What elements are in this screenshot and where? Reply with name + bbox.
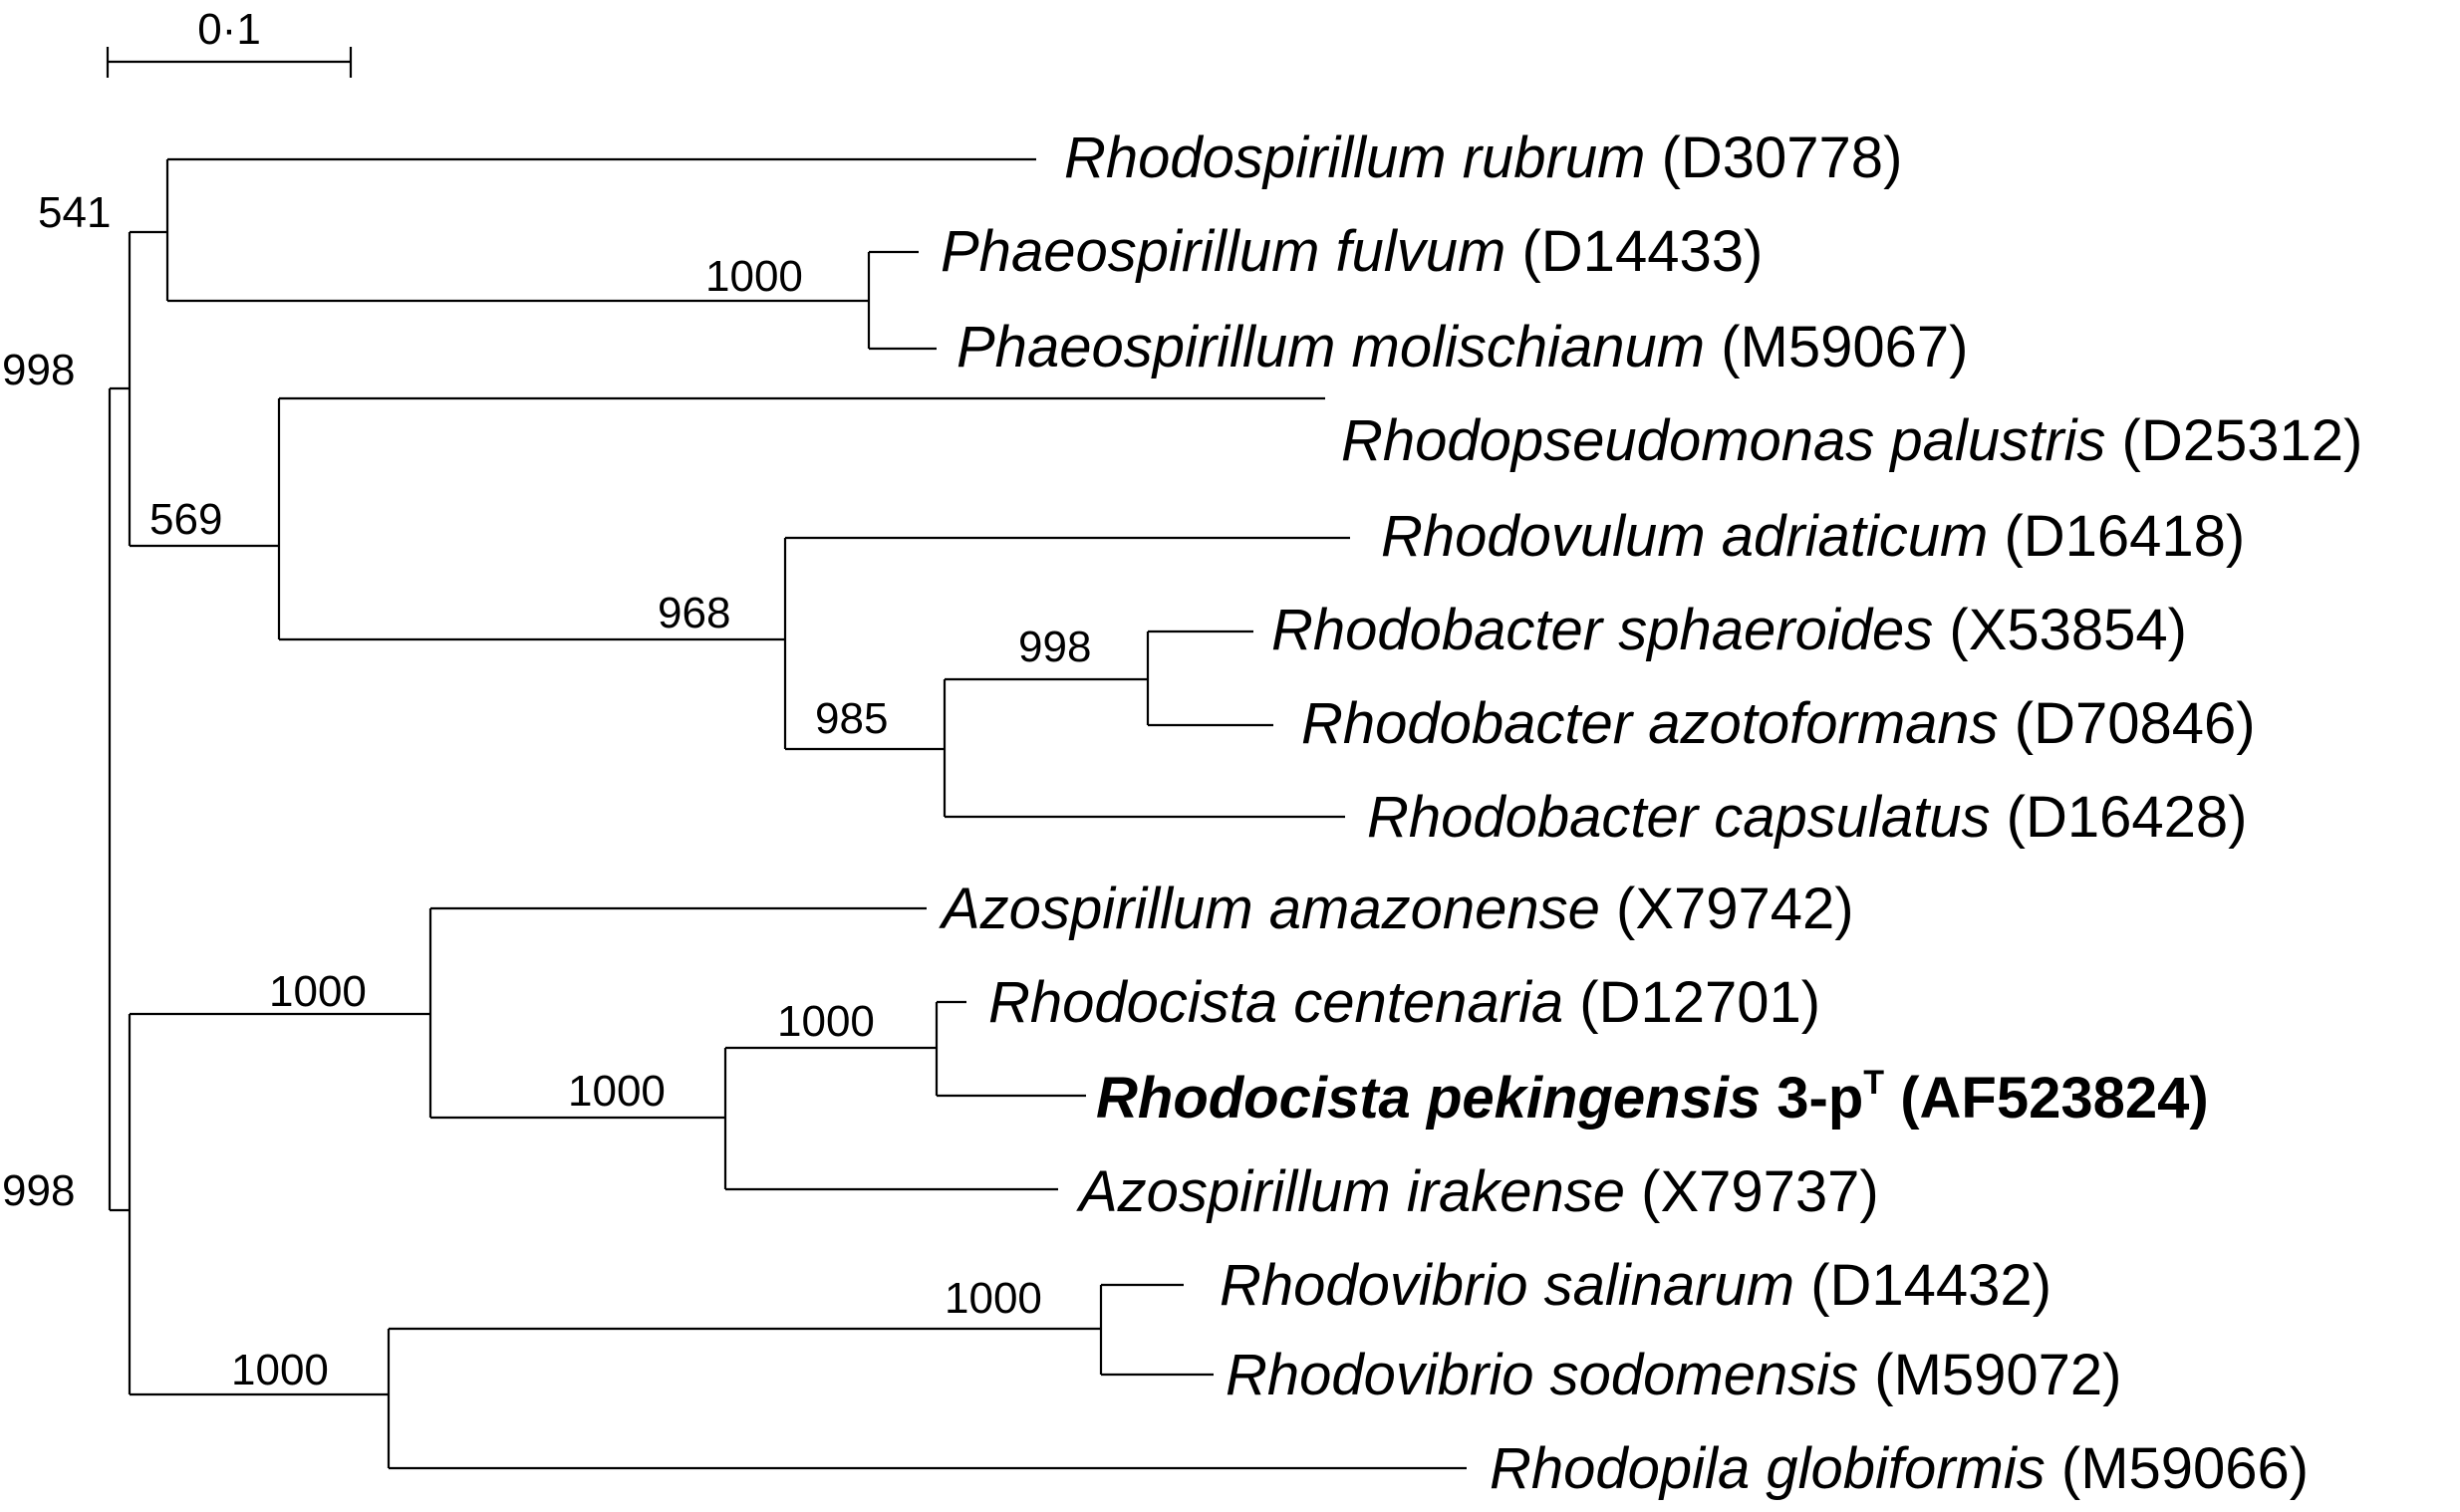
taxon-label-rglo: Rhodopila globiformis (M59066) [1490, 1436, 2309, 1501]
type-strain-superscript: T [1863, 1064, 1884, 1102]
taxon-name: Azospirillum [1076, 1159, 1391, 1224]
bootstrap-rhodospirillum: 541 [38, 188, 111, 237]
taxon-accession: (D14433) [1521, 219, 1763, 284]
taxon-name: Rhodopila [1490, 1436, 1750, 1501]
taxon-accession: (D70846) [2015, 691, 2256, 756]
taxon-species: azotoformans [1648, 691, 1998, 756]
taxon-species: palustris [1888, 408, 2105, 473]
bootstrap-rhodobacter: 985 [815, 694, 888, 743]
bootstrap-top: 998 [2, 346, 75, 394]
taxon-accession: (D14432) [1810, 1253, 2051, 1318]
taxon-label-aama: Azospirillum amazonense (X79742) [939, 877, 1854, 941]
bootstrap-rhodocista: 1000 [777, 997, 875, 1046]
bootstrap-rhodobacterales: 569 [149, 495, 222, 544]
scale-bar-label: 0·1 [197, 5, 261, 54]
bootstrap-values: 998 541 1000 569 968 985 998 998 1000 10… [2, 188, 1091, 1394]
scale-bar: 0·1 [106, 5, 353, 78]
taxon-species: molischianum [1352, 315, 1706, 379]
taxon-species: globiformis [1766, 1436, 2045, 1501]
taxon-label-rsod: Rhodovibrio sodomensis (M59072) [1226, 1343, 2121, 1407]
taxon-accession: (AF523824) [1900, 1066, 2208, 1131]
bootstrap-rhodovibrio-rhodopila: 1000 [231, 1346, 329, 1394]
taxon-species: sodomensis [1550, 1343, 1858, 1407]
bootstrap-azo-rhodocista: 1000 [269, 967, 367, 1016]
bootstrap-phaeospirillum: 1000 [705, 252, 803, 301]
taxon-name: Rhodobacter [1367, 785, 1701, 850]
taxon-labels: Rhodospirillum rubrum (D30778) Phaeospiri… [939, 126, 2362, 1501]
taxon-accession: (M59066) [2061, 1436, 2309, 1501]
bootstrap-sph-azo: 998 [1018, 623, 1091, 671]
taxon-label-razo: Rhodobacter azotoformans (D70846) [1301, 691, 2256, 756]
taxon-strain: 3-p [1777, 1066, 1863, 1131]
taxon-name: Rhodocista [1096, 1066, 1411, 1131]
taxon-accession: (D25312) [2122, 408, 2363, 473]
taxon-species: salinarum [1544, 1253, 1794, 1318]
taxon-accession: (X53854) [1949, 598, 2187, 662]
taxon-label-rcen: Rhodocista centenaria (D12701) [988, 970, 1820, 1035]
taxon-species: adriaticum [1722, 504, 1989, 569]
taxon-label-airk: Azospirillum irakense (X79737) [1076, 1159, 1879, 1224]
taxon-name: Rhodobacter [1271, 598, 1605, 662]
taxon-accession: (D16428) [2007, 785, 2248, 850]
taxon-species: fulvum [1336, 219, 1506, 284]
taxon-label-rcap: Rhodobacter capsulatus (D16428) [1367, 785, 2247, 850]
taxon-name: Azospirillum [939, 877, 1253, 941]
bootstrap-rhodovibrio: 1000 [945, 1274, 1042, 1323]
taxon-species: amazonense [1269, 877, 1600, 941]
taxon-name: Rhodovulum [1381, 504, 1706, 569]
taxon-species: sphaeroides [1618, 598, 1933, 662]
taxon-name: Rhodocista [988, 970, 1277, 1035]
taxon-species: centenaria [1293, 970, 1563, 1035]
taxon-label-rpal: Rhodopseudomonas palustris (D25312) [1341, 408, 2362, 473]
taxon-accession: (D12701) [1579, 970, 1820, 1035]
taxon-name: Rhodopseudomonas [1341, 408, 1874, 473]
taxon-label-pmol: Phaeospirillum molischianum (M59067) [957, 315, 1968, 379]
bootstrap-rhodobacteraceae: 968 [658, 589, 730, 637]
taxon-label-rrub: Rhodospirillum rubrum (D30778) [1064, 126, 1902, 190]
taxon-name: Rhodobacter [1301, 691, 1635, 756]
taxon-accession: (M59072) [1874, 1343, 2121, 1407]
taxon-label-rsal: Rhodovibrio salinarum (D14432) [1220, 1253, 2051, 1318]
taxon-name: Phaeospirillum [941, 219, 1319, 284]
bootstrap-bottom: 998 [2, 1166, 75, 1215]
taxon-species: pekingensis [1425, 1066, 1761, 1131]
bootstrap-rhodocista-irak: 1000 [568, 1067, 666, 1116]
taxon-name: Rhodovibrio [1220, 1253, 1528, 1318]
tree-branches [108, 157, 1467, 1470]
taxon-name: Phaeospirillum [957, 315, 1335, 379]
taxon-name: Rhodospirillum [1064, 126, 1447, 190]
taxon-accession: (M59067) [1721, 315, 1968, 379]
taxon-label-rpek: Rhodocista pekingensis 3-pT (AF523824) [1096, 1064, 2209, 1131]
taxon-accession: (D16418) [2004, 504, 2245, 569]
taxon-label-pful: Phaeospirillum fulvum (D14433) [941, 219, 1763, 284]
taxon-species: irakense [1407, 1159, 1625, 1224]
taxon-accession: (X79737) [1641, 1159, 1879, 1224]
taxon-species: rubrum [1463, 126, 1646, 190]
taxon-accession: (D30778) [1662, 126, 1903, 190]
taxon-accession: (X79742) [1616, 877, 1854, 941]
taxon-species: capsulatus [1714, 785, 1990, 850]
taxon-name: Rhodovibrio [1226, 1343, 1534, 1407]
taxon-label-rsph: Rhodobacter sphaeroides (X53854) [1271, 598, 2187, 662]
taxon-label-radr: Rhodovulum adriaticum (D16418) [1381, 504, 2245, 569]
